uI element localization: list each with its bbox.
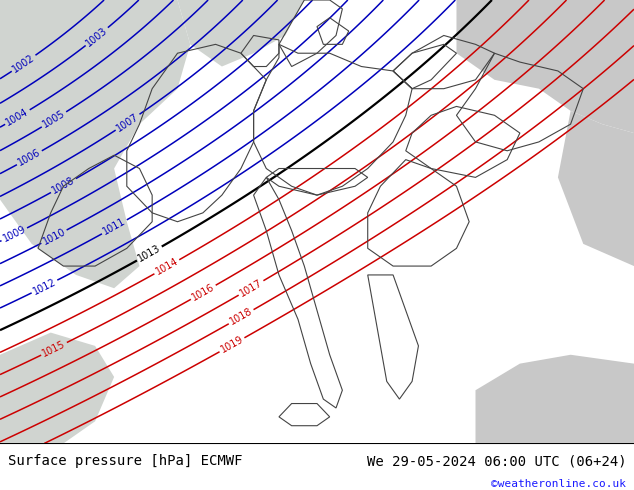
Text: 1010: 1010 — [41, 226, 67, 247]
Text: 1017: 1017 — [238, 277, 264, 298]
Polygon shape — [0, 0, 190, 288]
Text: 1016: 1016 — [190, 282, 216, 303]
Text: 1015: 1015 — [41, 339, 67, 359]
Text: 1007: 1007 — [115, 111, 141, 133]
Text: Surface pressure [hPa] ECMWF: Surface pressure [hPa] ECMWF — [8, 454, 242, 468]
Text: ©weatheronline.co.uk: ©weatheronline.co.uk — [491, 479, 626, 490]
Text: 1012: 1012 — [31, 276, 58, 296]
Polygon shape — [178, 0, 304, 67]
Text: 1009: 1009 — [1, 224, 27, 245]
Text: 1018: 1018 — [228, 306, 254, 327]
Text: 1006: 1006 — [16, 147, 42, 168]
Polygon shape — [456, 0, 634, 133]
Text: We 29-05-2024 06:00 UTC (06+24): We 29-05-2024 06:00 UTC (06+24) — [366, 454, 626, 468]
Polygon shape — [476, 355, 634, 443]
Polygon shape — [0, 333, 114, 443]
Text: 1005: 1005 — [41, 109, 67, 130]
Text: 1002: 1002 — [11, 52, 37, 74]
Text: 1008: 1008 — [50, 175, 77, 196]
Text: 1003: 1003 — [84, 25, 110, 48]
Text: 1011: 1011 — [101, 217, 127, 237]
Text: 1019: 1019 — [219, 335, 245, 355]
Text: 1004: 1004 — [4, 107, 30, 128]
Text: 1013: 1013 — [136, 243, 162, 264]
Polygon shape — [558, 111, 634, 266]
Text: 1014: 1014 — [153, 256, 180, 277]
